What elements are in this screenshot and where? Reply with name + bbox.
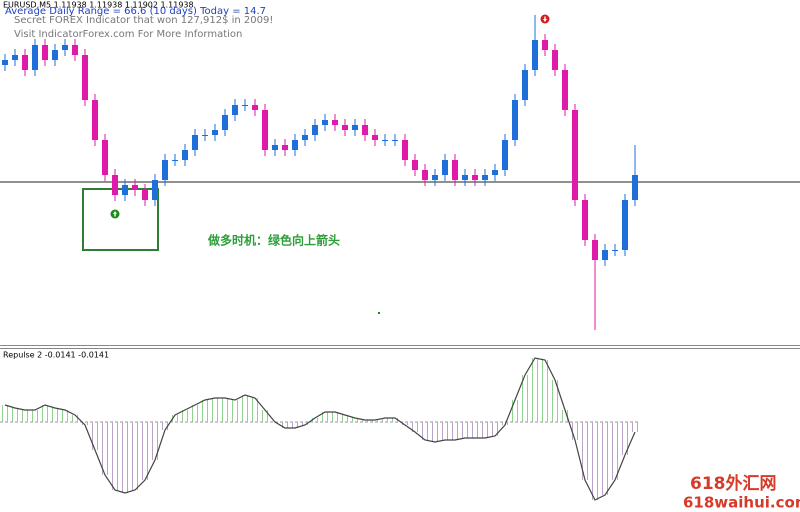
candle-body <box>112 175 118 195</box>
candle-body <box>182 150 188 160</box>
candle-body <box>322 120 328 125</box>
candle-body <box>572 110 578 200</box>
candle-body <box>602 250 608 260</box>
oscillator-line <box>4 357 636 501</box>
candle-body <box>332 120 338 125</box>
candle-body <box>92 100 98 140</box>
candle-body <box>262 110 268 150</box>
candle-body <box>392 140 398 141</box>
highlight-box <box>82 188 159 251</box>
candle-body <box>212 130 218 135</box>
candle-body <box>382 140 388 141</box>
candle-body <box>22 55 28 70</box>
candle-body <box>202 135 208 136</box>
watermark-url: 618waihui.com <box>683 494 800 512</box>
candle-body <box>472 175 478 180</box>
candle-body <box>232 105 238 115</box>
range-line: Average Daily Range = 66.6 (10 days) Tod… <box>5 6 266 17</box>
candle-body <box>72 45 78 55</box>
candle-body <box>342 125 348 130</box>
candle-body <box>142 190 148 200</box>
candle-body <box>52 50 58 60</box>
indicator-title: Repulse 2 -0.0141 -0.0141 <box>3 351 109 360</box>
candle-body <box>492 170 498 175</box>
candle-body <box>562 70 568 110</box>
candle-body <box>622 200 628 250</box>
candle-body <box>222 115 228 130</box>
candle-body <box>102 140 108 175</box>
candle-body <box>282 145 288 150</box>
symbol-line: EURUSD,M5 1.11938 1.11938 1.11902 1.1193… <box>3 1 194 10</box>
candle-body <box>532 40 538 70</box>
candle-body <box>252 105 258 110</box>
candle-body <box>302 135 308 140</box>
candle-body <box>272 145 278 150</box>
candle-body <box>162 160 168 180</box>
candle-body <box>412 160 418 170</box>
candle-body <box>462 175 468 180</box>
candle-body <box>172 160 178 161</box>
candle-body <box>132 185 138 190</box>
candle-body <box>12 55 18 60</box>
candle-body <box>292 140 298 150</box>
candle-body <box>512 100 518 140</box>
watermark-name: 618外汇网 <box>690 473 777 494</box>
candle-body <box>122 185 128 195</box>
candle-body <box>482 175 488 180</box>
candle-body <box>62 45 68 50</box>
sell-arrow <box>540 14 550 24</box>
candle-body <box>32 45 38 70</box>
candle-body <box>502 140 508 170</box>
candle-body <box>402 140 408 160</box>
candle-body <box>352 125 358 130</box>
candle-body <box>2 60 8 65</box>
candle-body <box>312 125 318 135</box>
dot <box>378 312 380 314</box>
candle-body <box>192 135 198 150</box>
candle-body <box>442 160 448 175</box>
candle-body <box>422 170 428 180</box>
candle-body <box>82 55 88 100</box>
candle-body <box>592 240 598 260</box>
candle-body <box>582 200 588 240</box>
buy-arrow <box>110 209 120 219</box>
candle-body <box>552 50 558 70</box>
candle-body <box>42 45 48 60</box>
candle-body <box>152 180 158 200</box>
candle-body <box>372 135 378 140</box>
candles <box>2 15 638 330</box>
candle-body <box>432 175 438 180</box>
annotation: 做多时机：绿色向上箭头 <box>207 233 340 248</box>
candle-body <box>452 160 458 180</box>
visit-line: Visit IndicatorForex.com For More Inform… <box>14 29 242 40</box>
candle-body <box>612 250 618 251</box>
oscillator <box>2 357 638 501</box>
candle-body <box>632 175 638 200</box>
candle-body <box>242 105 248 106</box>
candle-body <box>542 40 548 50</box>
candle-body <box>362 125 368 135</box>
promo-line: Secret FOREX Indicator that won 127,912$… <box>14 15 273 26</box>
candle-body <box>522 70 528 100</box>
